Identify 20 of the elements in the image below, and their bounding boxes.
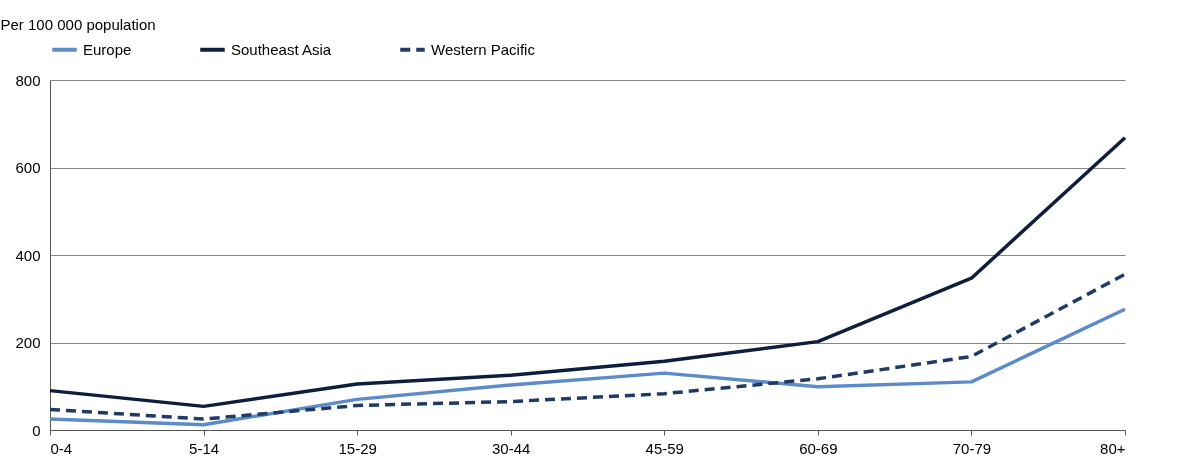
x-tick-label: 5-14 xyxy=(189,439,220,457)
y-tick-label: 200 xyxy=(15,334,41,351)
line-series xyxy=(48,307,1127,427)
x-tick-label: 70-79 xyxy=(952,439,992,457)
x-tick-label: 80+ xyxy=(1100,439,1126,457)
y-tick-label: 0 xyxy=(32,421,41,439)
x-tick-label: 60-69 xyxy=(799,439,838,457)
x-tick-label: 45-59 xyxy=(645,439,684,457)
line-series xyxy=(48,272,1127,421)
x-tick-label: 15-29 xyxy=(338,439,377,457)
y-axis-title: Per 100 000 population xyxy=(0,15,156,33)
x-tick-label: 0-4 xyxy=(50,439,73,457)
legend-label: Western Pacific xyxy=(431,40,536,58)
line-series xyxy=(48,136,1127,409)
y-tick-label: 400 xyxy=(15,246,41,264)
legend-label: Europe xyxy=(83,40,132,58)
y-tick-label: 600 xyxy=(15,159,41,176)
legend-label: Southeast Asia xyxy=(231,40,332,58)
y-tick-label: 800 xyxy=(15,71,41,89)
x-tick-label: 30-44 xyxy=(492,439,531,457)
